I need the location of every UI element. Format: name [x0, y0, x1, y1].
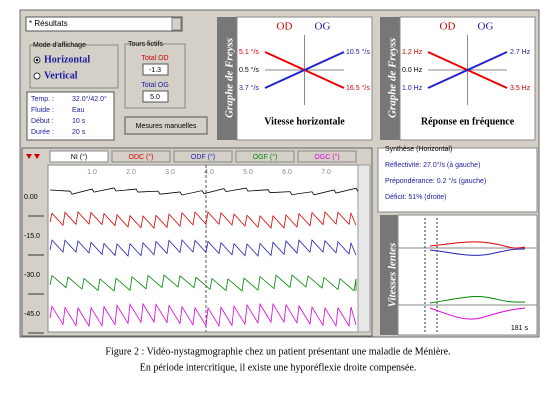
- trace-area: [47, 164, 359, 333]
- y-label: -15.0: [24, 233, 40, 240]
- synthesis-box: [377, 147, 538, 213]
- radio[interactable]: [33, 72, 41, 80]
- synthesis-line: Réflectivité: 27.0°/s (à gauche): [385, 161, 480, 169]
- left-label: 1.0 Hz: [402, 85, 423, 92]
- left-label: 0.5 °/s: [239, 66, 259, 74]
- slow-trace: [429, 248, 526, 256]
- caption-line: Figure 2 : Vidéo-nystagmographie chez un…: [105, 346, 450, 357]
- slow-trace: [429, 307, 526, 320]
- slow-trace: [429, 296, 526, 304]
- tab[interactable]: [111, 150, 171, 163]
- y-label: -30.0: [24, 272, 40, 279]
- button[interactable]: [124, 116, 208, 135]
- synthesis-title: Synthèse (Horizontal): [385, 146, 452, 153]
- tab-label: NI (°): [71, 153, 87, 161]
- side-strip: [380, 17, 400, 140]
- duration: 181 s: [511, 325, 529, 332]
- scrollbar[interactable]: [357, 164, 371, 333]
- side-label: Vitesses lentes: [387, 243, 399, 307]
- time-label: 1.0: [87, 169, 97, 176]
- od-label: OD: [440, 21, 456, 33]
- mode-option[interactable]: Horizontal: [44, 54, 90, 65]
- slow-trace: [429, 241, 526, 249]
- synthesis-line: Prépondérance: 0.2 °/s (gauche): [385, 177, 486, 185]
- trace: [49, 211, 357, 229]
- tab[interactable]: [173, 150, 233, 163]
- tours-box: [124, 43, 186, 109]
- dropdown[interactable]: [25, 16, 183, 32]
- total-od-label: Total OD: [141, 55, 168, 62]
- button-label[interactable]: Mesures manuelles: [136, 123, 197, 130]
- tab-label: ODC (°): [129, 153, 154, 161]
- right-label: 16.5 °/s: [346, 84, 370, 92]
- left-label: 5.1 °/s: [239, 48, 259, 56]
- side-label: Graphe de Freyss: [224, 38, 236, 118]
- trace: [49, 239, 357, 257]
- tab[interactable]: [49, 150, 109, 163]
- info-value: 32.0°/42.0°: [72, 95, 107, 103]
- nav-arrows[interactable]: [26, 154, 40, 159]
- og-line: [427, 51, 508, 89]
- info-label: Durée :: [31, 129, 54, 136]
- og-label: OG: [478, 21, 494, 33]
- left-label: 3.7 °/s: [239, 84, 259, 92]
- tab[interactable]: [297, 150, 357, 163]
- left-label: 1.2 Hz: [402, 49, 423, 56]
- mode-option[interactable]: Vertical: [44, 70, 78, 81]
- time-label: 7.0: [321, 169, 331, 176]
- side-strip: [217, 17, 237, 140]
- input[interactable]: [142, 90, 169, 103]
- og-label: OG: [315, 21, 331, 33]
- info-label: Fluide :: [31, 107, 54, 114]
- mode-box: [29, 44, 119, 89]
- right-label: 3.5 Hz: [510, 85, 531, 92]
- right-label: 2.7 Hz: [510, 49, 531, 56]
- trace: [49, 274, 357, 292]
- total-og-label: Total OG: [141, 82, 169, 89]
- info-box: [26, 91, 115, 141]
- info-label: Début :: [31, 118, 54, 125]
- tours-title: Tours fictifs: [128, 41, 164, 48]
- radio-dot: [35, 58, 39, 62]
- tab[interactable]: [235, 150, 295, 163]
- info-value: Eau: [72, 107, 85, 114]
- slow-area: [397, 214, 538, 336]
- dropdown-text: * Résultats: [29, 19, 68, 28]
- tab-label: OGF (°): [253, 153, 278, 161]
- og-line: [264, 51, 345, 89]
- mode-title: Mode d'affichage: [33, 42, 86, 49]
- panel-caption: Réponse en fréquence: [421, 116, 515, 127]
- left-label: 0.0 Hz: [402, 67, 423, 74]
- tab-label: ODF (°): [191, 153, 215, 161]
- right-label: 10.5 °/s: [346, 48, 370, 56]
- trace: [49, 187, 359, 196]
- synthesis-line: Déficit: 51% (droite): [385, 194, 446, 201]
- info-value: 20 s: [72, 129, 86, 136]
- total-od: -1.3: [149, 67, 161, 74]
- side-strip: [380, 215, 398, 335]
- trace: [49, 302, 357, 328]
- info-label: Temp. :: [31, 96, 54, 103]
- time-label: 4.0: [204, 169, 214, 176]
- info-value: 10 s: [72, 118, 86, 125]
- dropdown-arrow[interactable]: [171, 17, 182, 31]
- time-label: 3.0: [165, 169, 175, 176]
- y-label: -45.0: [24, 311, 40, 318]
- y-label: 0.00: [24, 194, 38, 201]
- time-label: 6.0: [282, 169, 292, 176]
- panel-caption: Vitesse horizontale: [264, 116, 345, 127]
- caption-line: En période intercritique, il existe une …: [140, 362, 417, 373]
- side-label: Graphe de Freyss: [387, 38, 399, 118]
- input[interactable]: [142, 63, 169, 76]
- tab-label: OGC (°): [314, 153, 339, 161]
- total-og: 5.0: [150, 94, 160, 101]
- od-label: OD: [277, 21, 293, 33]
- time-label: 5.0: [243, 169, 253, 176]
- time-label: 2.0: [126, 169, 136, 176]
